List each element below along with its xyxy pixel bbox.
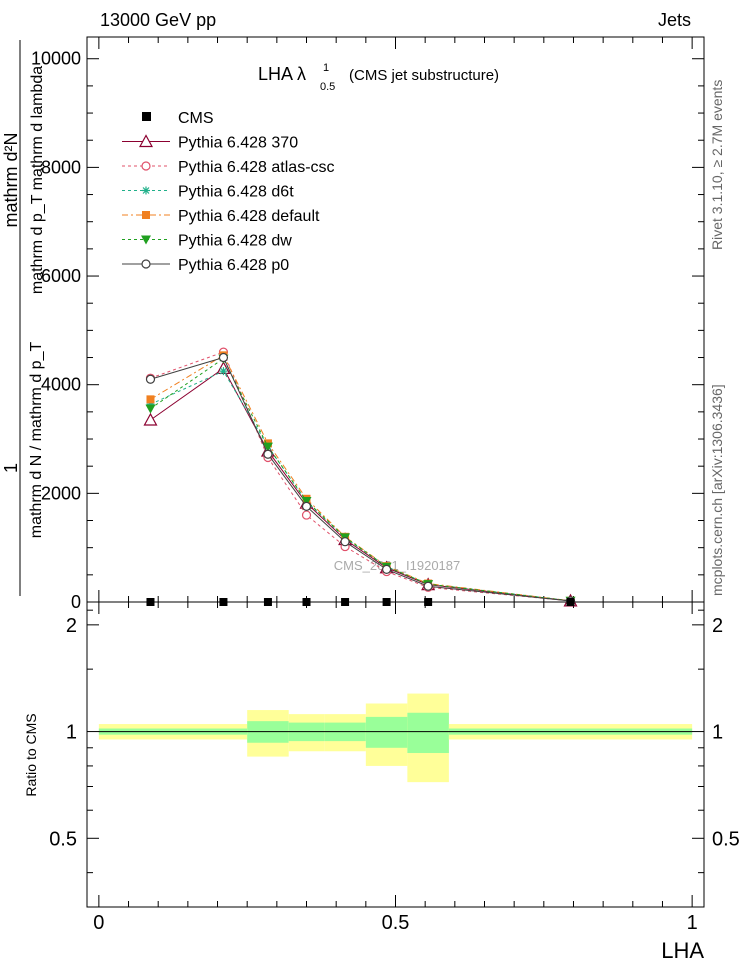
legend-label: Pythia 6.428 dw xyxy=(178,233,292,250)
header-left: 13000 GeV pp xyxy=(100,10,216,30)
main-y-axis-label: 1 mathrm d N / mathrm d p_T mathrm d²N m… xyxy=(1,40,46,596)
legend-label: Pythia 6.428 default xyxy=(178,208,320,225)
cms-data-point xyxy=(263,598,272,606)
x-tick-label: 1 xyxy=(687,912,698,934)
legend-entry: Pythia 6.428 370 xyxy=(122,134,298,152)
ratio-stat-band xyxy=(365,716,408,748)
main-y-tick-label: 2000 xyxy=(41,483,81,503)
ratio-y-tick-label: 0.5 xyxy=(49,828,77,850)
legend-marker xyxy=(141,235,151,245)
rivet-label: Rivet 3.1.10, ≥ 2.7M events xyxy=(709,80,725,250)
x-tick-label: 0.5 xyxy=(382,912,410,934)
series-pythia-6-428-p0 xyxy=(145,352,576,606)
ratio-y-axis-label: Ratio to CMS xyxy=(23,713,39,796)
ratio-stat-band xyxy=(407,712,449,754)
series-point xyxy=(340,537,350,547)
main-axes: 0 2000 4000 6000 8000 10000 xyxy=(31,37,704,612)
series-point xyxy=(423,581,433,591)
ratio-y-tick-label-right: 2 xyxy=(712,615,723,637)
series-point xyxy=(382,564,392,575)
ylabel-numerator-1: 1 xyxy=(1,463,21,473)
x-tick-label: 0 xyxy=(93,912,104,934)
legend-marker xyxy=(141,259,151,269)
legend-entry: Pythia 6.428 d6t xyxy=(122,184,294,201)
legend-entry: Pythia 6.428 atlas-csc xyxy=(122,159,335,176)
legend-marker xyxy=(142,211,150,219)
legend-entry: CMS xyxy=(142,110,214,127)
ratio-y-tick-label: 1 xyxy=(66,722,77,744)
title-sup: 1 xyxy=(323,62,329,74)
mcplots-label: mcplots.cern.ch [arXiv:1306.3436] xyxy=(709,384,725,596)
series-point xyxy=(263,449,273,459)
series-line xyxy=(150,367,571,602)
legend-marker xyxy=(142,112,151,121)
ylabel-denominator-2: mathrm d p_T mathrm d lambda xyxy=(29,66,46,294)
series-point xyxy=(301,496,312,506)
legend-entry: Pythia 6.428 p0 xyxy=(122,257,289,274)
main-y-tick-label: 8000 xyxy=(41,157,81,177)
ratio-y-tick-label-right: 1 xyxy=(712,722,723,744)
cms-data-point xyxy=(302,598,311,606)
legend-label: CMS xyxy=(178,110,214,127)
cms-data-points xyxy=(146,598,575,606)
legend-marker xyxy=(141,161,151,171)
legend-entry: Pythia 6.428 default xyxy=(122,208,320,225)
legend-label: Pythia 6.428 d6t xyxy=(178,184,294,201)
header-right: Jets xyxy=(658,10,691,30)
main-y-tick-label: 10000 xyxy=(31,49,81,69)
title-tail: (CMS jet substructure) xyxy=(349,67,499,84)
legend-entry: Pythia 6.428 dw xyxy=(122,233,292,250)
series-point xyxy=(301,501,312,511)
series-point xyxy=(146,395,155,404)
legend-label: Pythia 6.428 p0 xyxy=(178,257,289,274)
series-point xyxy=(143,412,158,426)
cms-data-point xyxy=(341,598,350,606)
legend-marker xyxy=(142,186,150,195)
ratio-y-tick-label-right: 0.5 xyxy=(712,828,740,850)
title-main: LHA λ xyxy=(258,64,306,84)
cms-data-point xyxy=(424,598,433,606)
analysis-watermark: CMS_2021_I1920187 xyxy=(334,558,461,573)
series-point xyxy=(145,374,156,384)
legend: CMS Pythia 6.428 370 Pythia 6.428 atlas-cs… xyxy=(122,110,335,274)
series-point xyxy=(145,404,156,414)
series-line xyxy=(150,354,571,602)
series-point xyxy=(301,510,312,520)
chart-title: LHA λ 1 0.5 (CMS jet substructure) xyxy=(258,62,499,93)
series-point xyxy=(218,352,229,363)
title-sub: 0.5 xyxy=(320,81,335,93)
main-y-tick-label: 4000 xyxy=(41,375,81,395)
ylabel-numerator-2: mathrm d²N xyxy=(1,132,21,227)
cms-data-point xyxy=(382,598,391,606)
mc-series xyxy=(143,347,578,607)
series-point xyxy=(146,400,155,409)
ratio-axes: 0.5 0.5 1 1 2 2 0 0.5 1 xyxy=(49,602,740,934)
x-axis-label: LHA xyxy=(661,938,704,963)
cms-data-point xyxy=(566,598,575,606)
legend-label: Pythia 6.428 atlas-csc xyxy=(178,159,335,176)
series-point xyxy=(262,442,273,452)
cms-data-point xyxy=(146,598,155,606)
cms-data-point xyxy=(219,598,228,606)
ylabel-denominator-1: mathrm d N / mathrm d p_T xyxy=(28,342,45,539)
ratio-y-tick-label: 2 xyxy=(66,615,77,637)
legend-marker xyxy=(138,134,154,148)
series-line xyxy=(150,356,571,602)
ratio-uncertainty-bands xyxy=(98,693,693,783)
main-y-tick-label: 0 xyxy=(71,592,81,612)
series-point xyxy=(219,367,228,376)
main-y-tick-label: 6000 xyxy=(41,266,81,286)
legend-label: Pythia 6.428 370 xyxy=(178,135,298,152)
